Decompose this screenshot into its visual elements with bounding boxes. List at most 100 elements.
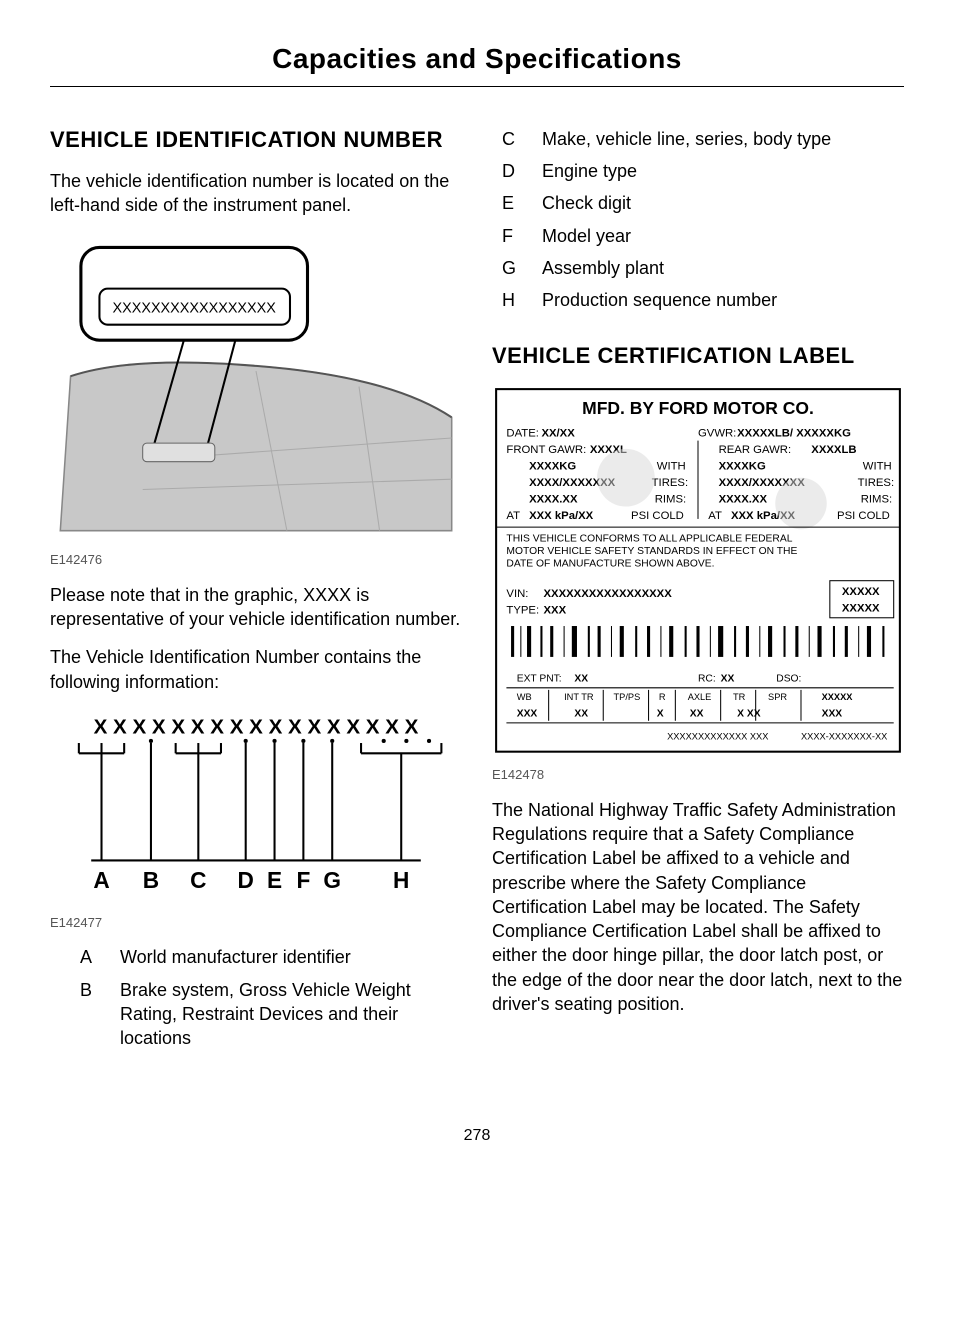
def-row-f: F Model year (502, 224, 904, 248)
content-columns: VEHICLE IDENTIFICATION NUMBER The vehicl… (50, 127, 904, 1065)
label-front-rims: XXXX.XX (529, 493, 578, 505)
def-letter: E (502, 191, 524, 215)
label-rims-lbl2: RIMS: (861, 493, 892, 505)
def-letter: F (502, 224, 524, 248)
label-dso-lbl: DSO: (776, 674, 801, 685)
fig3-caption: E142478 (492, 766, 904, 784)
def-letter: H (502, 288, 524, 312)
def-row-a: A World manufacturer identifier (80, 945, 462, 969)
barcode-icon (506, 624, 893, 659)
label-extpnt-v: XX (574, 674, 588, 685)
vin-heading: VEHICLE IDENTIFICATION NUMBER (50, 127, 462, 153)
vin-chars-row: X X X X X X X X X X X X X X X X X (94, 716, 419, 739)
hdr-inttr: INT TR (564, 692, 594, 702)
vin-letter-f: F (296, 867, 310, 893)
hdr-spr: SPR (768, 692, 787, 702)
label-rightbox1: XXXXX (842, 586, 880, 598)
hdr-xxxxx: XXXXX (822, 692, 854, 702)
vin-letter-a: A (93, 867, 109, 893)
cert-body-paragraph: The National Highway Traffic Safety Admi… (492, 798, 904, 1017)
label-rear-gawr-lb: XXXXLB (811, 444, 856, 456)
val-inttr: XX (574, 709, 588, 720)
label-rims-lbl1: RIMS: (655, 493, 686, 505)
label-tires-lbl2: TIRES: (858, 477, 894, 489)
label-type-lbl: TYPE: (506, 605, 539, 617)
def-letter: D (502, 159, 524, 183)
val-r: X (657, 709, 664, 720)
label-psicold1: PSI COLD (631, 510, 684, 522)
label-front-kg: XXXXKG (529, 460, 576, 472)
def-desc: Engine type (542, 159, 904, 183)
def-desc: Assembly plant (542, 256, 904, 280)
fig1-caption: E142476 (50, 551, 462, 569)
label-rear-rims: XXXX.XX (719, 493, 768, 505)
label-at2: AT (708, 510, 722, 522)
cert-label-figure: MFD. BY FORD MOTOR CO. DATE: XX/XX GVWR:… (492, 385, 904, 762)
page-header: Capacities and Specifications (50, 40, 904, 87)
def-letter: C (502, 127, 524, 151)
cert-label-svg: MFD. BY FORD MOTOR CO. DATE: XX/XX GVWR:… (492, 385, 904, 756)
label-vin-val: XXXXXXXXXXXXXXXXX (544, 588, 673, 600)
def-desc: Production sequence number (542, 288, 904, 312)
label-footer2: XXXX-XXXXXXX-XX (801, 731, 887, 741)
val-wb: XXX (517, 709, 538, 720)
label-rear-gawr-lbl: REAR GAWR: (719, 444, 792, 456)
vin-breakdown-svg: X X X X X X X X X X X X X X X X X (50, 708, 462, 904)
label-date-lbl: DATE: (506, 427, 538, 439)
hdr-tpps: TP/PS (614, 692, 641, 702)
vin-intro-paragraph: The vehicle identification number is loc… (50, 169, 462, 218)
def-letter: B (80, 978, 102, 1002)
vin-definitions-left: A World manufacturer identifier B Brake … (80, 945, 462, 1050)
fig2-caption: E142477 (50, 914, 462, 932)
def-desc: Brake system, Gross Vehicle Weight Ratin… (120, 978, 462, 1051)
hdr-tr: TR (733, 692, 746, 702)
left-column: VEHICLE IDENTIFICATION NUMBER The vehicl… (50, 127, 462, 1065)
vin-desc-paragraph: The Vehicle Identification Number contai… (50, 645, 462, 694)
def-desc: World manufacturer identifier (120, 945, 462, 969)
hdr-axle: AXLE (688, 692, 712, 702)
label-psicold2: PSI COLD (837, 510, 890, 522)
def-row-h: H Production sequence number (502, 288, 904, 312)
page-title: Capacities and Specifications (50, 40, 904, 78)
label-psi1: XXX kPa/XX (529, 510, 594, 522)
val-spr: XXX (822, 709, 843, 720)
label-at1: AT (506, 510, 520, 522)
vin-letter-b: B (143, 867, 159, 893)
def-row-d: D Engine type (502, 159, 904, 183)
label-type-val: XXX (544, 605, 567, 617)
right-column: C Make, vehicle line, series, body type … (492, 127, 904, 1065)
vin-note-paragraph: Please note that in the graphic, XXXX is… (50, 583, 462, 632)
label-rc-lbl: RC: (698, 674, 716, 685)
def-desc: Check digit (542, 191, 904, 215)
vin-plate-text: XXXXXXXXXXXXXXXXX (113, 300, 277, 316)
cert-heading: VEHICLE CERTIFICATION LABEL (492, 343, 904, 369)
vin-breakdown-figure: X X X X X X X X X X X X X X X X X (50, 708, 462, 910)
vin-definitions-right: C Make, vehicle line, series, body type … (502, 127, 904, 313)
val-tr: X XX (737, 709, 761, 720)
vin-letter-c: C (190, 867, 206, 893)
label-gvwr-val: XXXXXLB/ XXXXXKG (737, 427, 851, 439)
vin-letter-d: D (238, 867, 254, 893)
label-tires-lbl1: TIRES: (652, 477, 688, 489)
vin-letter-h: H (393, 867, 409, 893)
vin-letter-g: G (323, 867, 341, 893)
vin-letter-e: E (267, 867, 282, 893)
vin-location-svg: XXXXXXXXXXXXXXXXX (50, 232, 462, 541)
def-row-b: B Brake system, Gross Vehicle Weight Rat… (80, 978, 462, 1051)
label-title: MFD. BY FORD MOTOR CO. (582, 398, 814, 418)
label-gvwr-lbl: GVWR: (698, 427, 736, 439)
label-conform-text: THIS VEHICLE CONFORMS TO ALL APPLICABLE … (506, 533, 825, 570)
label-front-gawr-lbl: FRONT GAWR: (506, 444, 586, 456)
label-extpnt-lbl: EXT PNT: (517, 674, 562, 685)
def-desc: Model year (542, 224, 904, 248)
def-letter: A (80, 945, 102, 969)
def-desc: Make, vehicle line, series, body type (542, 127, 904, 151)
page-number: 278 (50, 1125, 904, 1147)
hdr-r: R (659, 692, 666, 702)
def-row-c: C Make, vehicle line, series, body type (502, 127, 904, 151)
vin-location-figure: XXXXXXXXXXXXXXXXX (50, 232, 462, 547)
label-rc-v: XX (721, 674, 735, 685)
label-footer1: XXXXXXXXXXXXX XXX (667, 731, 768, 741)
label-with1: WITH (657, 460, 686, 472)
label-with2: WITH (863, 460, 892, 472)
